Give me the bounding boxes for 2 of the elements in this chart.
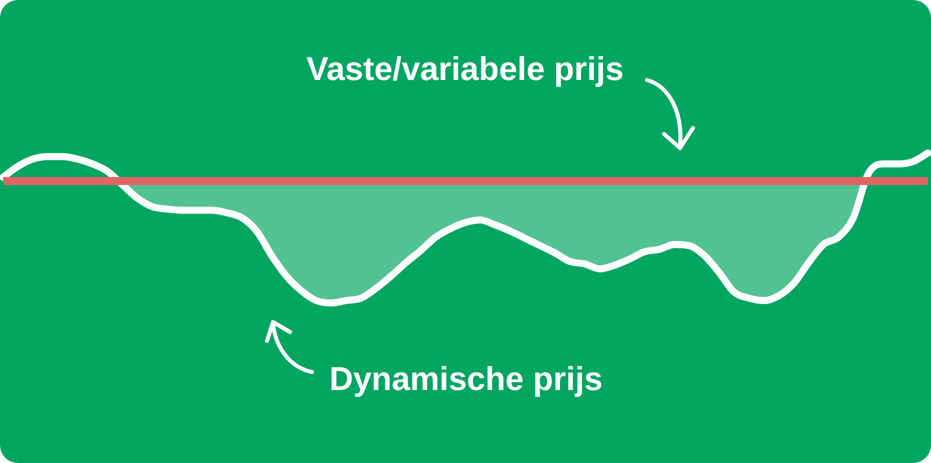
ref-line-label: Vaste/variabele prijs xyxy=(306,50,624,87)
series-label: Dynamische prijs xyxy=(329,360,603,397)
